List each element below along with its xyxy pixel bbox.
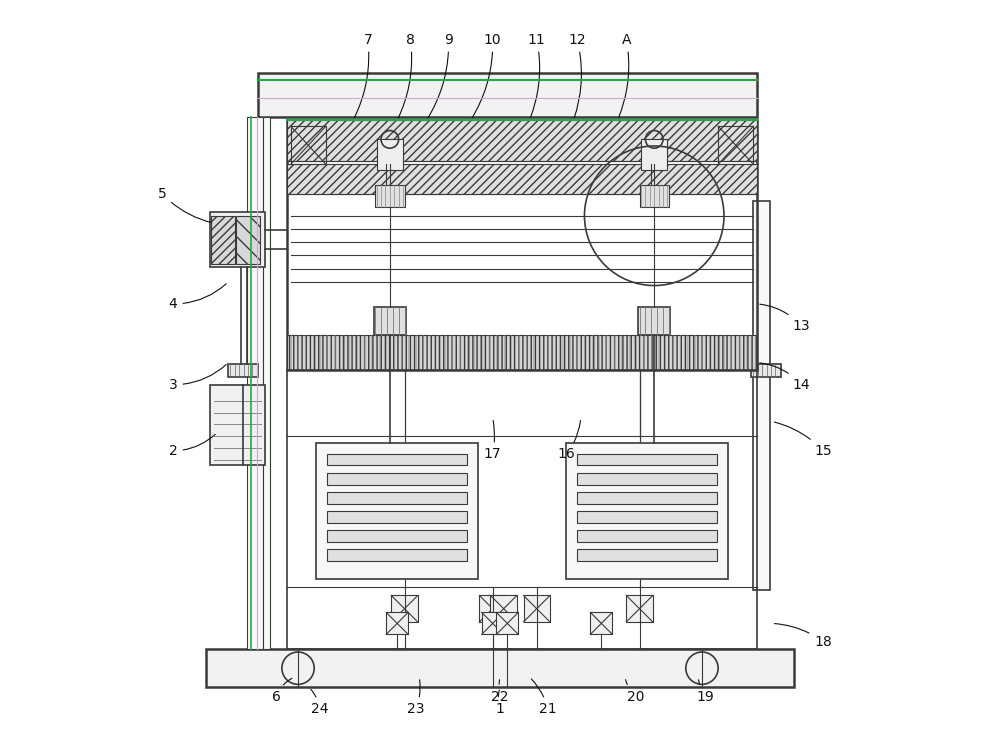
Text: 24: 24 bbox=[311, 690, 329, 716]
Bar bbox=[577, 511, 717, 522]
Bar bbox=[316, 443, 478, 579]
Bar bbox=[228, 364, 258, 377]
Bar bbox=[287, 334, 757, 370]
Bar bbox=[751, 364, 781, 377]
Bar bbox=[258, 73, 757, 117]
Bar bbox=[247, 117, 263, 649]
Bar bbox=[206, 649, 794, 687]
Bar bbox=[626, 596, 653, 622]
Text: 9: 9 bbox=[428, 33, 453, 118]
Bar bbox=[590, 613, 612, 634]
Bar bbox=[386, 613, 408, 634]
Bar bbox=[327, 454, 467, 465]
Bar bbox=[211, 216, 235, 263]
Bar bbox=[210, 212, 265, 267]
Text: 21: 21 bbox=[531, 679, 557, 716]
Text: 22: 22 bbox=[491, 680, 509, 704]
Text: 16: 16 bbox=[557, 420, 580, 462]
Bar bbox=[479, 596, 506, 622]
Bar bbox=[577, 473, 717, 485]
Bar bbox=[496, 613, 518, 634]
Text: 19: 19 bbox=[697, 680, 715, 704]
Bar bbox=[375, 185, 405, 207]
Text: 20: 20 bbox=[626, 680, 645, 704]
Bar bbox=[374, 307, 406, 334]
Text: 23: 23 bbox=[407, 680, 424, 716]
Bar bbox=[577, 492, 717, 504]
Text: 14: 14 bbox=[760, 363, 810, 391]
Bar bbox=[482, 613, 504, 634]
Bar bbox=[287, 121, 757, 370]
Bar bbox=[327, 492, 467, 504]
Text: 11: 11 bbox=[528, 33, 546, 118]
Bar bbox=[327, 473, 467, 485]
Bar bbox=[577, 454, 717, 465]
Bar bbox=[287, 121, 757, 161]
Text: A: A bbox=[619, 33, 631, 118]
Bar bbox=[263, 117, 270, 649]
Bar bbox=[327, 511, 467, 522]
Text: 1: 1 bbox=[496, 690, 504, 716]
Bar bbox=[391, 596, 418, 622]
Bar bbox=[641, 139, 667, 170]
Bar bbox=[577, 530, 717, 542]
Text: 4: 4 bbox=[169, 283, 226, 311]
Text: 18: 18 bbox=[775, 624, 832, 649]
Bar bbox=[566, 443, 728, 579]
Text: 12: 12 bbox=[568, 33, 586, 118]
Bar bbox=[377, 139, 403, 170]
Bar bbox=[640, 185, 669, 207]
Bar bbox=[236, 216, 260, 263]
Text: 7: 7 bbox=[354, 33, 372, 118]
Bar bbox=[753, 201, 770, 591]
Text: 17: 17 bbox=[484, 420, 501, 462]
Text: 6: 6 bbox=[272, 679, 292, 704]
Bar bbox=[210, 385, 265, 465]
Bar bbox=[327, 530, 467, 542]
Text: 8: 8 bbox=[398, 33, 415, 118]
Bar bbox=[718, 126, 753, 164]
Bar bbox=[577, 549, 717, 561]
Text: 3: 3 bbox=[169, 365, 226, 391]
Text: 15: 15 bbox=[774, 422, 832, 458]
Bar bbox=[287, 164, 757, 194]
Text: 2: 2 bbox=[169, 434, 215, 458]
Bar bbox=[287, 370, 757, 649]
Bar bbox=[638, 307, 670, 334]
Text: 13: 13 bbox=[760, 304, 810, 333]
Bar bbox=[490, 596, 517, 622]
Bar bbox=[524, 596, 550, 622]
Text: 5: 5 bbox=[158, 186, 211, 223]
Bar bbox=[291, 126, 326, 164]
Bar bbox=[327, 549, 467, 561]
Text: 10: 10 bbox=[472, 33, 501, 118]
